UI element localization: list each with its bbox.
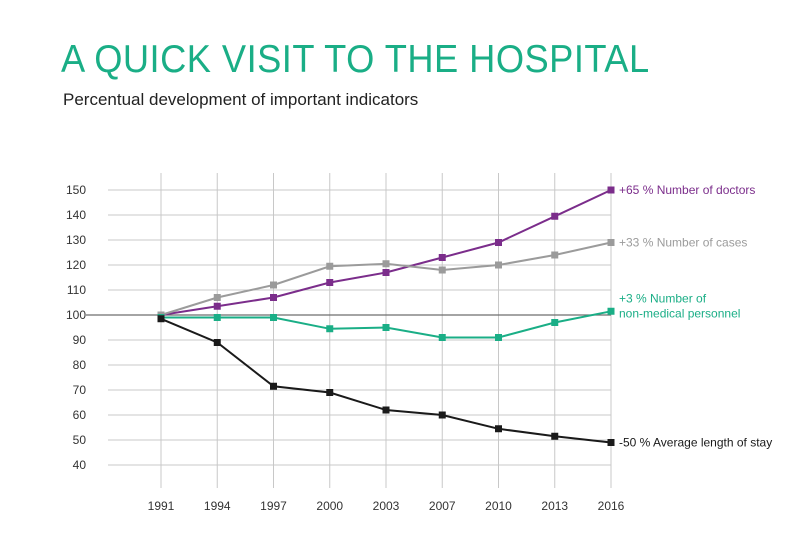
data-point (213, 314, 221, 321)
series-label: +3 % Number of non-medical personnel (619, 291, 740, 320)
data-point (551, 212, 559, 220)
y-tick-label: 150 (66, 183, 86, 197)
y-tick-label: 120 (66, 258, 86, 272)
x-tick-label: 2003 (373, 499, 400, 513)
data-point (270, 294, 277, 301)
data-point (326, 262, 334, 270)
data-point (326, 279, 334, 286)
data-point (382, 324, 390, 331)
y-tick-label: 80 (73, 358, 87, 372)
data-point (438, 411, 446, 419)
chart-subtitle: Percentual development of important indi… (63, 90, 419, 109)
y-tick-label: 40 (73, 458, 87, 472)
series-label: +33 % Number of cases (619, 236, 747, 250)
y-tick-label: 110 (67, 283, 86, 297)
data-point (607, 239, 615, 246)
data-point (382, 269, 390, 276)
series-2 (157, 307, 615, 341)
data-point (382, 260, 390, 268)
y-tick-label: 130 (66, 233, 86, 247)
data-point (270, 314, 277, 321)
x-axis: 1991 1994 1997 2000 2003 2007 2010 2013 2016 (148, 499, 625, 513)
data-point (495, 239, 502, 246)
data-point (495, 261, 502, 269)
data-point (213, 339, 221, 346)
data-point (382, 406, 390, 414)
data-point (551, 319, 559, 326)
y-axis: 40 50 60 70 80 90 100 110 120 130 140 150 (66, 183, 86, 472)
series-group (157, 186, 615, 446)
data-point (551, 432, 559, 440)
y-tick-label: 90 (73, 333, 87, 347)
data-point (326, 389, 334, 396)
series-1 (157, 239, 615, 319)
x-tick-label: 1994 (204, 499, 231, 513)
y-tick-label: 100 (66, 308, 86, 322)
data-point (213, 294, 221, 301)
data-point (270, 382, 277, 390)
series-0 (157, 186, 615, 319)
y-tick-label: 140 (66, 208, 86, 222)
x-tick-label: 2007 (429, 499, 456, 513)
x-tick-label: 2013 (541, 499, 568, 513)
data-point (438, 266, 446, 274)
x-tick-label: 2016 (598, 499, 625, 513)
data-point (326, 325, 334, 333)
y-tick-label: 70 (73, 383, 87, 397)
x-tick-label: 1991 (148, 499, 175, 513)
chart-title: A QUICK VISIT TO THE HOSPITAL (61, 38, 650, 81)
data-point (438, 254, 446, 261)
x-tick-label: 2010 (485, 499, 512, 513)
data-point (607, 439, 615, 446)
grid-lines (108, 173, 612, 488)
data-point (157, 315, 165, 323)
data-point (495, 334, 502, 341)
series-3 (157, 315, 615, 446)
data-point (607, 307, 615, 315)
x-tick-label: 2000 (316, 499, 343, 513)
data-point (607, 186, 615, 194)
data-point (438, 334, 446, 341)
data-point (495, 425, 502, 433)
series-labels: +65 % Number of doctors +33 % Number of c… (619, 183, 772, 450)
series-label: +65 % Number of doctors (619, 183, 755, 197)
data-point (213, 302, 221, 310)
y-tick-label: 60 (73, 408, 87, 422)
data-point (551, 251, 559, 259)
series-label: -50 % Average length of stay (619, 436, 772, 450)
y-tick-label: 50 (73, 433, 87, 447)
x-tick-label: 1997 (260, 499, 287, 513)
data-point (270, 281, 277, 289)
